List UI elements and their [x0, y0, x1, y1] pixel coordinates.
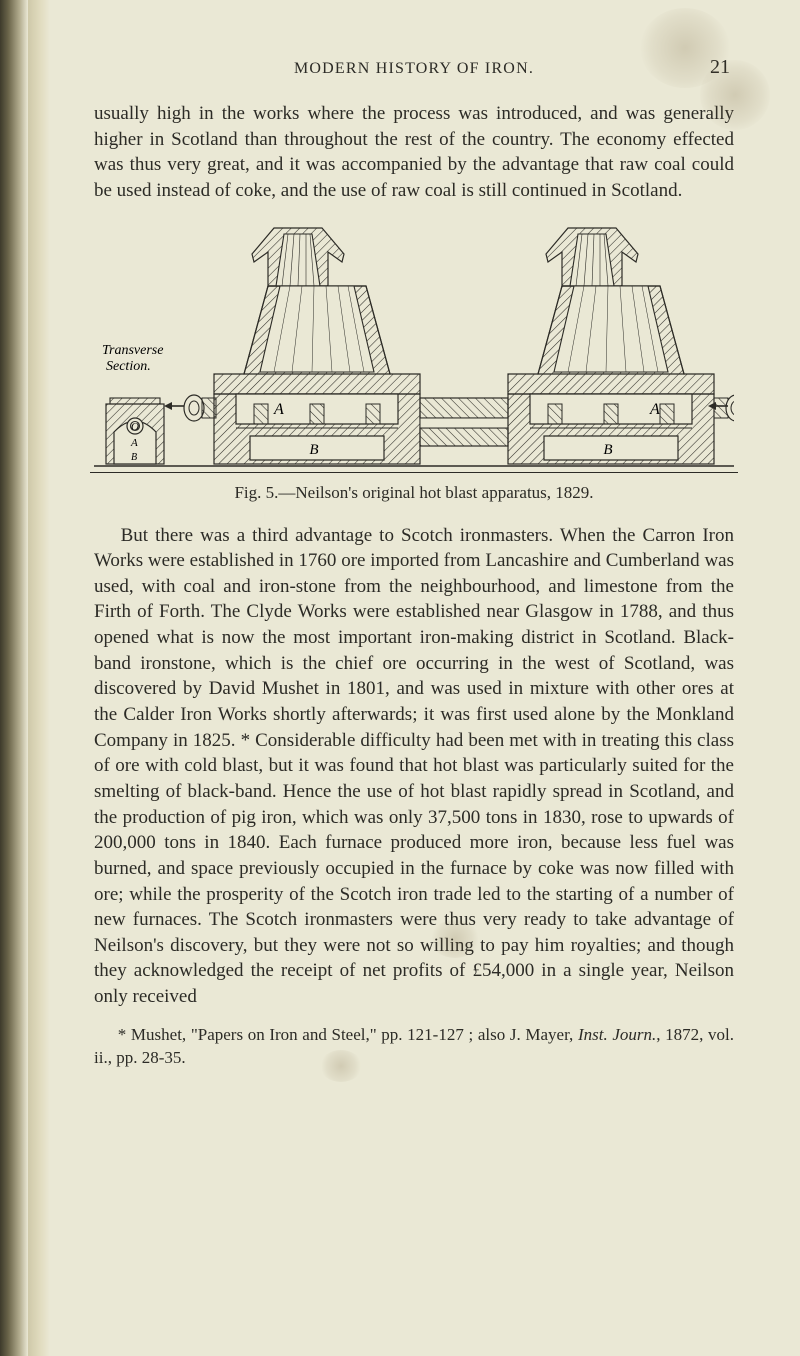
spine-highlight: [28, 0, 50, 1356]
running-head: MODERN HISTORY OF IRON. 21: [98, 56, 730, 79]
label-A-right: A: [649, 401, 660, 418]
label-A-small: A: [130, 437, 138, 449]
figure-5-svg: Transverse Section. O A B: [94, 222, 734, 472]
label-B-small: B: [131, 452, 137, 463]
label-B-right: B: [603, 442, 612, 458]
fig-transverse-section: O A B: [106, 398, 164, 464]
page-number: 21: [690, 56, 730, 79]
fig-left-stove: B A: [164, 228, 420, 464]
footnote: * Mushet, "Papers on Iron and Steel," pp…: [94, 1024, 734, 1070]
label-section: Section.: [106, 359, 151, 374]
page: MODERN HISTORY OF IRON. 21 usually high …: [0, 0, 800, 1356]
label-B-left: B: [309, 442, 318, 458]
label-transverse: Transverse: [102, 343, 163, 358]
label-A-left: A: [273, 401, 284, 418]
figure-caption: Fig. 5.—Neilson's original hot blast app…: [90, 483, 738, 503]
figure-5: Transverse Section. O A B: [90, 222, 738, 503]
footnote-italic: Inst. Journ.: [578, 1025, 656, 1044]
paragraph-2: But there was a third advantage to Scotc…: [94, 523, 734, 1010]
paragraph-1: usually high in the works where the proc…: [94, 101, 734, 204]
fig-connecting-duct: [420, 398, 508, 446]
footnote-text-a: * Mushet, "Papers on Iron and Steel," pp…: [118, 1025, 578, 1044]
figure-baseline-rule: [90, 472, 738, 473]
label-O: O: [131, 421, 139, 433]
running-title: MODERN HISTORY OF IRON.: [138, 60, 690, 78]
spine-shadow: [0, 0, 28, 1356]
fig-right-stove: B A: [508, 228, 734, 464]
